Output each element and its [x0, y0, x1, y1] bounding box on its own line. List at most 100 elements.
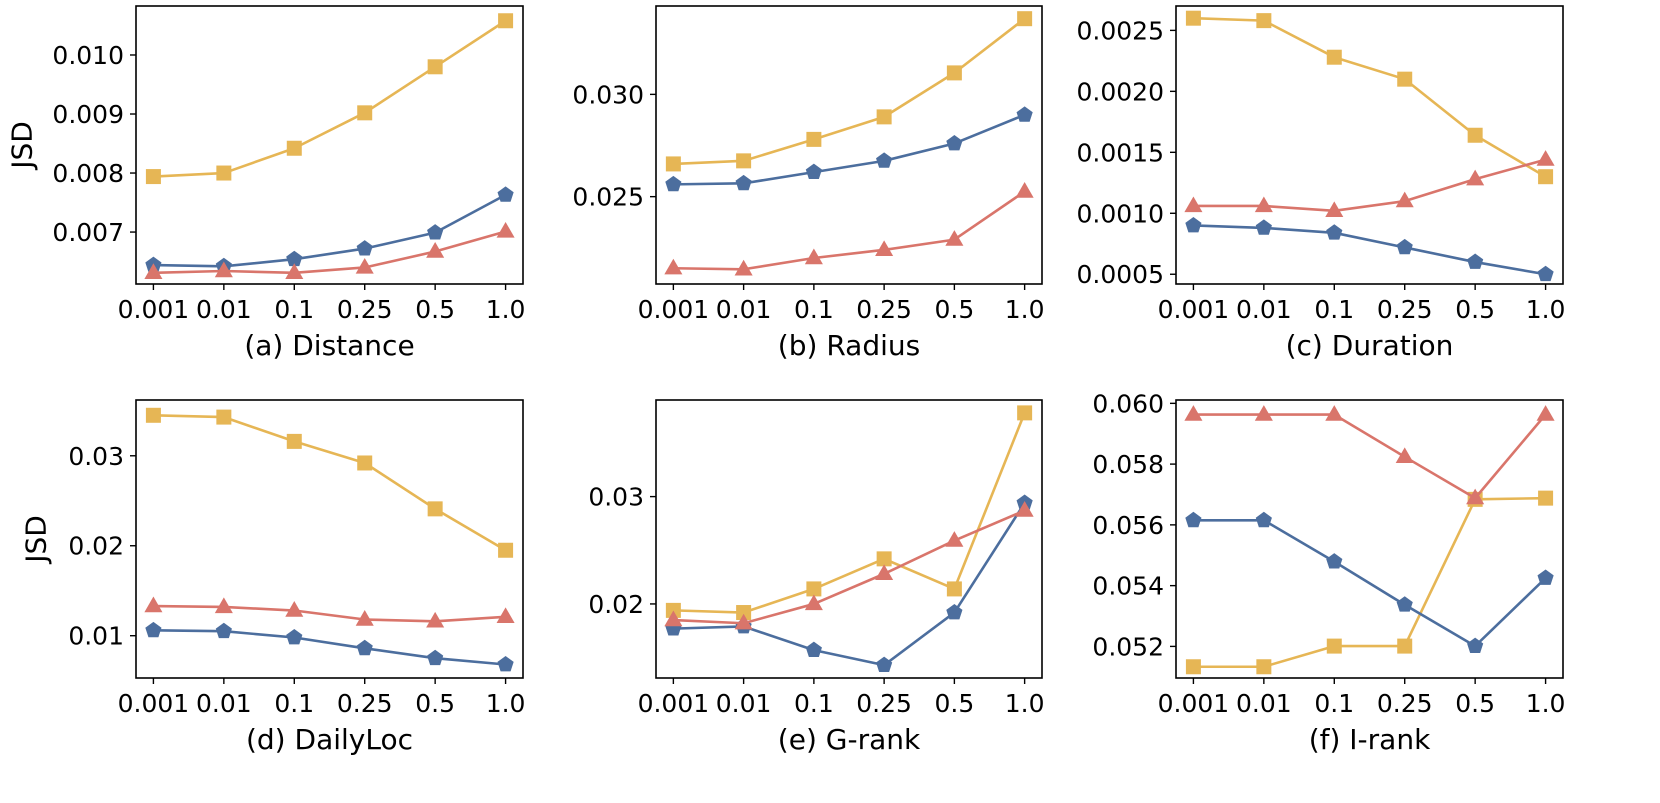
triangle-marker	[734, 613, 753, 630]
series-line-yellow-square	[673, 412, 1026, 614]
triangle-marker	[664, 610, 683, 627]
y-tick-label: 0.008	[52, 159, 124, 188]
square-marker	[145, 169, 161, 185]
series-line-blue-pentagon	[673, 113, 1026, 186]
triangle-marker	[1536, 150, 1555, 166]
y-tick-label: 0.0010	[1077, 199, 1164, 228]
series-red-triangle	[1184, 150, 1555, 218]
x-tick-label: 0.001	[118, 689, 190, 718]
subplot-caption: (b) Radius	[778, 329, 920, 362]
x-tick-label: 1.0	[1005, 295, 1045, 324]
x-tick-label: 0.01	[716, 689, 772, 718]
square-marker	[946, 581, 962, 597]
pentagon-marker	[1396, 596, 1413, 612]
pentagon-marker	[1537, 569, 1554, 585]
triangle-marker	[355, 257, 374, 274]
triangle-marker	[804, 248, 823, 265]
pentagon-marker	[497, 656, 514, 672]
subplot-4: 0.010.020.030.001 0.01 0.1 0.25 0.5 1.0(d) Da…	[20, 399, 526, 756]
series-line-red-triangle	[673, 190, 1026, 271]
pentagon-marker	[1537, 265, 1554, 282]
square-marker	[1326, 638, 1342, 654]
triangle-marker	[1184, 405, 1203, 421]
axes-frame	[1175, 399, 1564, 679]
subplot-3: 0.0005 0.0010 0.0015 0.0020 0.0025 0.001 0.01 0…	[1077, 5, 1565, 362]
subplot-caption: (d) DailyLoc	[246, 723, 413, 756]
y-axis-label: JSD	[20, 515, 53, 565]
square-marker	[1185, 659, 1201, 675]
square-marker	[357, 455, 373, 471]
series-yellow-square	[1185, 10, 1554, 185]
pentagon-marker	[215, 622, 232, 639]
triangle-marker	[285, 263, 304, 279]
triangle-marker	[214, 597, 233, 614]
square-marker	[665, 602, 681, 618]
x-tick-label: 0.001	[1158, 689, 1230, 718]
triangle-marker	[1325, 405, 1344, 421]
x-tick-label: 0.5	[934, 295, 974, 324]
square-marker	[736, 153, 752, 169]
x-tick-label: 0.1	[794, 295, 834, 324]
square-marker	[665, 156, 681, 172]
series-line-red-triangle	[673, 509, 1026, 625]
pentagon-marker	[1255, 511, 1272, 528]
y-tick-label: 0.052	[1092, 632, 1164, 661]
x-tick-label: 0.01	[196, 295, 252, 324]
square-marker	[1538, 490, 1554, 506]
x-tick-label: 0.001	[1158, 295, 1230, 324]
y-tick-label: 0.03	[68, 442, 124, 471]
triangle-marker	[1325, 201, 1344, 218]
pentagon-marker	[356, 639, 373, 656]
x-tick-label: 0.25	[1377, 689, 1433, 718]
series-line-red-triangle	[1193, 413, 1547, 500]
pentagon-marker	[876, 656, 893, 672]
square-marker	[1256, 13, 1272, 29]
square-marker	[1256, 659, 1272, 675]
triangle-marker	[1254, 405, 1273, 421]
x-tick-label: 1.0	[486, 689, 526, 718]
series-line-yellow-square	[1193, 16, 1547, 178]
y-tick-label: 0.0015	[1077, 138, 1164, 167]
series-blue-pentagon	[1185, 216, 1554, 282]
series-yellow-square	[145, 407, 514, 558]
x-tick-label: 0.5	[415, 295, 455, 324]
x-tick-label: 0.5	[1455, 689, 1495, 718]
x-tick-label: 0.25	[1377, 295, 1433, 324]
y-tick-label: 0.060	[1092, 389, 1164, 418]
triangle-marker	[496, 221, 515, 238]
triangle-marker	[1395, 447, 1414, 463]
series-yellow-square	[665, 11, 1033, 172]
subplot-caption: (e) G-rank	[778, 723, 921, 756]
triangle-marker	[1466, 169, 1485, 186]
series-red-triangle	[664, 501, 1034, 630]
square-marker	[1397, 638, 1413, 654]
y-axis-label: JSD	[6, 121, 39, 171]
x-tick-label: 0.01	[716, 295, 772, 324]
y-tick-label: 0.054	[1092, 572, 1164, 601]
square-marker	[1467, 127, 1483, 143]
y-tick-label: 0.03	[588, 483, 644, 512]
series-line-red-triangle	[153, 604, 506, 623]
subplot-5: 0.02 0.03 0.001 0.01 0.1 0.25 0.5 1.0 (e) G-rank	[588, 399, 1045, 756]
y-tick-label: 0.009	[52, 100, 124, 129]
pentagon-marker	[497, 186, 514, 202]
subplot-caption: (c) Duration	[1286, 329, 1454, 362]
square-marker	[876, 551, 892, 567]
square-marker	[1326, 49, 1342, 65]
x-tick-label: 0.01	[1236, 295, 1292, 324]
axes-frame	[1175, 5, 1564, 285]
series-line-yellow-square	[153, 413, 507, 552]
square-marker	[1185, 10, 1201, 26]
y-tick-label: 0.0020	[1077, 77, 1164, 106]
square-marker	[946, 65, 962, 81]
series-red-triangle	[144, 221, 515, 279]
square-marker	[498, 13, 514, 29]
square-marker	[1538, 169, 1554, 185]
square-marker	[145, 407, 161, 423]
square-marker	[876, 109, 892, 125]
triangle-marker	[1184, 196, 1203, 213]
triangle-marker	[734, 259, 753, 276]
x-tick-label: 1.0	[1526, 689, 1566, 718]
triangle-marker	[496, 607, 515, 623]
